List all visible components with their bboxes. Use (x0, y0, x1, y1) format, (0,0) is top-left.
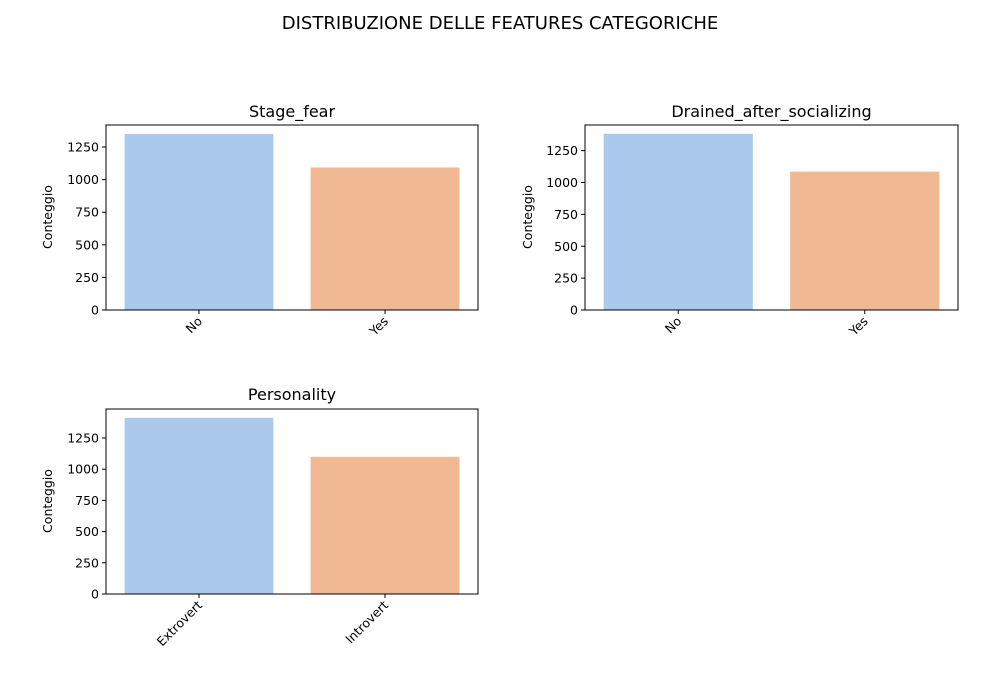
x-tick-label: No (182, 314, 205, 337)
y-tick-label: 0 (91, 303, 99, 318)
bar-no (603, 133, 753, 310)
y-tick-label: 250 (75, 270, 99, 285)
y-tick-label: 1250 (546, 143, 578, 158)
bar-yes (790, 171, 940, 310)
x-tick-label: Extrovert (154, 597, 206, 649)
y-axis-label: Conteggio (40, 469, 55, 533)
y-tick-label: 0 (91, 587, 99, 602)
x-axis-ticks: Extrovert Introvert (154, 594, 391, 649)
y-tick-label: 750 (75, 205, 99, 220)
x-axis-ticks: No Yes (662, 310, 871, 339)
chart-title: Drained_after_socializing (671, 102, 871, 122)
y-tick-label: 0 (570, 303, 578, 318)
y-tick-label: 1250 (67, 430, 99, 445)
y-tick-label: 500 (75, 524, 99, 539)
y-axis-ticks: 0 250 500 750 1000 1250 (546, 143, 585, 318)
y-tick-label: 500 (554, 239, 578, 254)
y-tick-label: 500 (75, 237, 99, 252)
x-tick-label: Introvert (342, 597, 391, 646)
y-axis-ticks: 0 250 500 750 1000 1250 (67, 140, 106, 318)
bar-extrovert (124, 417, 274, 594)
figure-title: DISTRIBUZIONE DELLE FEATURES CATEGORICHE (282, 13, 718, 34)
bar-marks (124, 417, 460, 594)
y-tick-label: 750 (554, 207, 578, 222)
plot-frame (105, 408, 479, 595)
y-tick-label: 250 (554, 271, 578, 286)
bar-marks (124, 134, 460, 310)
bar-no (124, 134, 274, 310)
chart-drained-after-socializing: Drained_after_socializing Conteggio 0 250… (520, 102, 959, 339)
bar-yes (310, 167, 460, 310)
chart-personality: Personality Conteggio 0 250 500 750 1000 1250… (40, 385, 479, 649)
x-tick-label: Yes (366, 314, 392, 340)
y-tick-label: 1000 (67, 172, 99, 187)
bar-marks (603, 133, 940, 310)
chart-title: Stage_fear (249, 102, 336, 122)
y-tick-label: 1000 (67, 462, 99, 477)
y-axis-ticks: 0 250 500 750 1000 1250 (67, 430, 106, 602)
y-tick-label: 750 (75, 493, 99, 508)
y-tick-label: 1250 (67, 140, 99, 155)
x-tick-label: Yes (845, 314, 871, 340)
y-axis-label: Conteggio (40, 185, 55, 249)
y-axis-label: Conteggio (520, 185, 535, 249)
x-axis-ticks: No Yes (182, 310, 391, 339)
chart-stage-fear: Stage_fear Conteggio 025050075010001250 … (40, 102, 479, 339)
plot-frame (105, 124, 479, 311)
plot-frame (584, 124, 959, 311)
x-tick-label: No (662, 314, 685, 337)
y-tick-label: 250 (75, 555, 99, 570)
y-tick-label: 1000 (546, 175, 578, 190)
bar-introvert (310, 456, 460, 594)
chart-title: Personality (248, 385, 336, 404)
